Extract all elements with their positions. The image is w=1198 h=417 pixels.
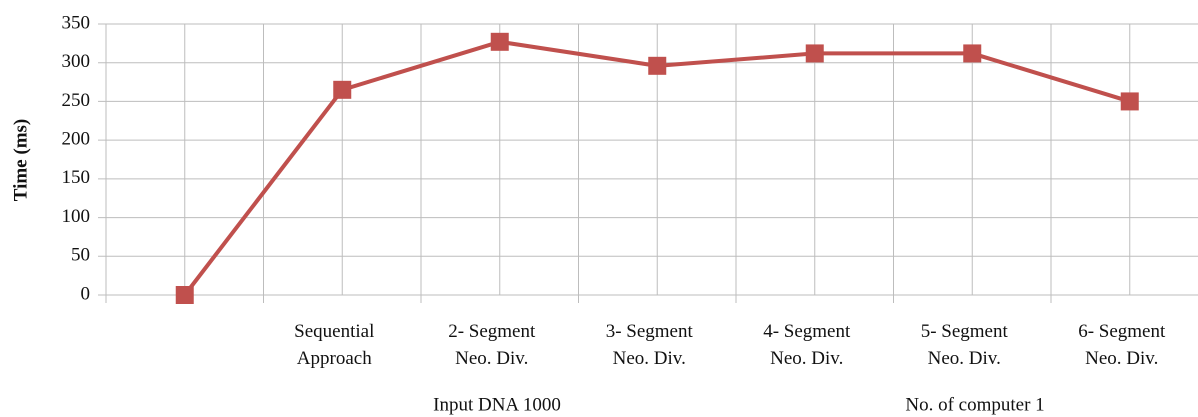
y-tick-label: 300 <box>62 51 91 72</box>
marker <box>963 44 982 63</box>
y-tick-label: 150 <box>62 167 91 188</box>
marker <box>175 286 194 304</box>
x-tick-label: 6- Segment Neo. Div. <box>1078 321 1166 369</box>
y-tick-label: 200 <box>62 129 91 150</box>
marker <box>333 80 352 99</box>
marker <box>805 44 824 63</box>
y-tick-label: 100 <box>62 206 91 227</box>
marker <box>1120 92 1139 111</box>
y-tick-label: 50 <box>71 245 90 266</box>
x-tick-label: 2- Segment Neo. Div. <box>448 321 536 369</box>
y-tick-label: 0 <box>81 283 91 304</box>
annotation: No. of computer 1 <box>905 394 1044 415</box>
y-axis-label: Time (ms) <box>10 119 31 202</box>
x-tick-label: 5- Segment Neo. Div. <box>921 321 1009 369</box>
annotation: Input DNA 1000 <box>433 394 561 415</box>
x-tick-label: 3- Segment Neo. Div. <box>606 321 694 369</box>
marker <box>648 56 667 75</box>
x-tick-label: 4- Segment Neo. Div. <box>763 321 851 369</box>
marker <box>490 32 509 51</box>
x-tick-label: Sequential Approach <box>294 321 374 369</box>
y-tick-label: 250 <box>62 90 91 111</box>
y-tick-label: 350 <box>62 12 91 33</box>
